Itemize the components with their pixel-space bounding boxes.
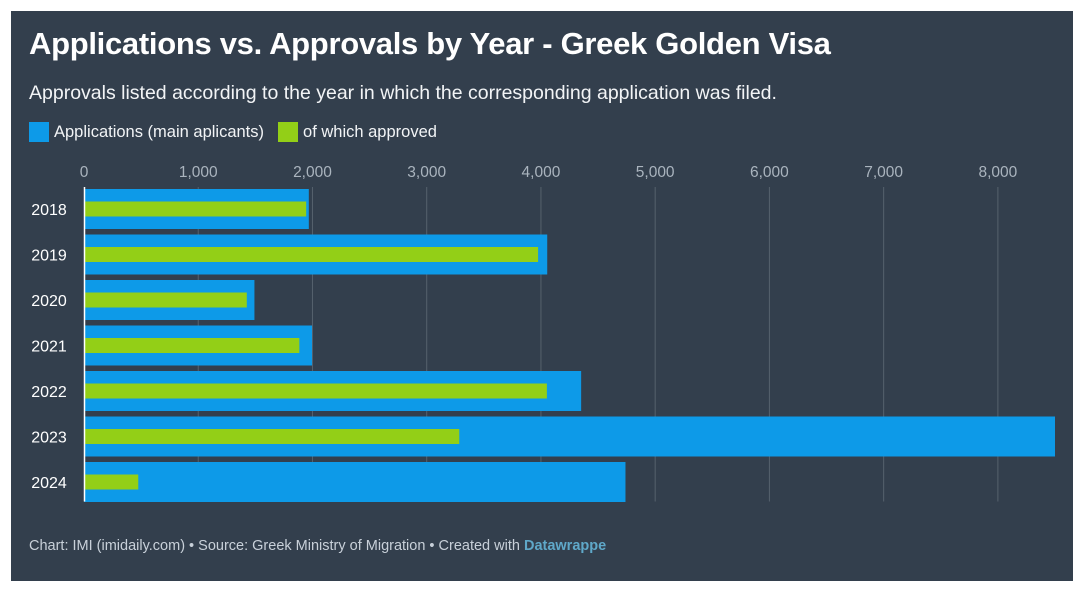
x-tick-label: 7,000 bbox=[864, 164, 903, 181]
x-tick-label: 4,000 bbox=[522, 164, 561, 181]
footer-credit: Chart: IMI (imidaily.com) • Source: Gree… bbox=[29, 538, 524, 554]
chart-footer: Chart: IMI (imidaily.com) • Source: Gree… bbox=[29, 538, 606, 554]
bar-applications bbox=[84, 462, 626, 502]
bar-approved bbox=[84, 201, 307, 217]
legend-swatch-applications bbox=[29, 122, 49, 142]
y-category-label: 2018 bbox=[31, 202, 67, 219]
legend-item-applications[interactable]: Applications (main aplicants) bbox=[29, 122, 264, 142]
bar-chart: 0 1,000 2,000 3,000 4,000 5,000 6,000 7,000 8,00… bbox=[31, 164, 1055, 502]
legend-label-applications: Applications (main aplicants) bbox=[54, 122, 265, 141]
bar-approved bbox=[84, 338, 300, 353]
y-category-label: 2019 bbox=[31, 248, 67, 265]
bar-approved bbox=[84, 383, 547, 399]
x-tick-label: 5,000 bbox=[636, 164, 675, 181]
x-tick-label: 6,000 bbox=[750, 164, 789, 181]
chart-legend: Applications (main aplicants) of which a… bbox=[29, 122, 451, 142]
y-category-label: 2021 bbox=[31, 339, 67, 356]
legend-swatch-approved bbox=[278, 122, 299, 142]
x-tick-label: 0 bbox=[80, 164, 89, 181]
legend-item-approved[interactable]: of which approved bbox=[278, 122, 437, 142]
x-tick-label: 2,000 bbox=[293, 164, 332, 181]
y-category-label: 2024 bbox=[31, 475, 67, 492]
bar-approved bbox=[84, 474, 139, 490]
chart-card: Applications vs. Approvals by Year - Gre… bbox=[11, 11, 1073, 581]
bar-approved bbox=[84, 292, 247, 308]
footer-brand-link[interactable]: Datawrappe bbox=[523, 538, 607, 554]
y-category-label: 2022 bbox=[31, 384, 67, 401]
x-tick-label: 1,000 bbox=[179, 164, 218, 181]
y-category-label: 2020 bbox=[31, 293, 67, 310]
x-tick-label: 3,000 bbox=[407, 164, 446, 181]
chart-title: Applications vs. Approvals by Year - Gre… bbox=[29, 26, 831, 61]
legend-label-approved: of which approved bbox=[303, 122, 437, 141]
bar-approved bbox=[84, 247, 539, 262]
chart-subtitle: Approvals listed according to the year i… bbox=[29, 82, 777, 104]
x-tick-label: 8,000 bbox=[978, 164, 1017, 181]
y-category-label: 2023 bbox=[31, 430, 67, 447]
bar-approved bbox=[84, 429, 460, 444]
